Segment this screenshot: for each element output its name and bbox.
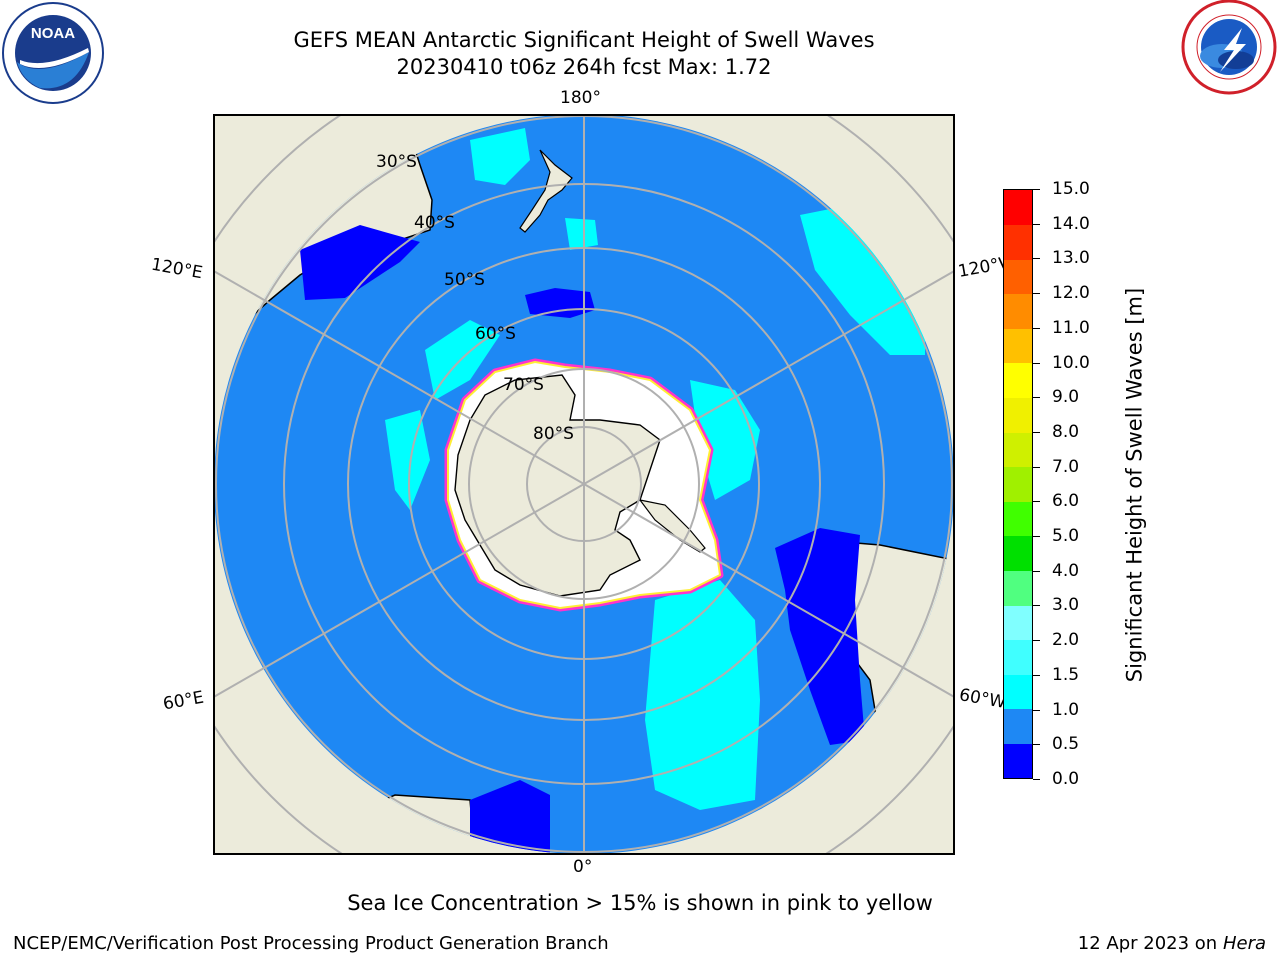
colorbar-tick-label: 9.0 [1052,387,1080,408]
colorbar-tick [1033,536,1040,538]
colorbar-segment [1004,328,1032,364]
colorbar-tick [1033,327,1040,329]
colorbar-segment [1004,362,1032,399]
colorbar-tick-label: 15.0 [1052,179,1090,199]
lon-label-0: 0° [573,857,593,877]
colorbar-tick-label: 2.0 [1052,630,1080,651]
colorbar-tick-label: 7.0 [1052,456,1080,477]
colorbar-tick-label: 14.0 [1052,213,1090,234]
sea-ice-footnote: Sea Ice Concentration > 15% is shown in … [347,891,933,915]
colorbar-tick [1033,744,1040,746]
colorbar-tick-label: 5.0 [1052,526,1080,547]
colorbar-tick-label: 0.5 [1052,734,1080,755]
colorbar-segment [1004,397,1032,433]
lat-label-80s: 80°S [533,424,574,444]
colorbar-tick [1033,674,1040,676]
colorbar-segment [1004,259,1032,295]
colorbar-segment [1004,535,1032,571]
run-date: 12 Apr 2023 on [1077,933,1218,954]
colorbar-tick [1033,362,1040,364]
colorbar-tick-label: 4.0 [1052,560,1080,581]
colorbar-segment [1004,674,1032,710]
colorbar-tick [1033,570,1040,572]
colorbar-tick-label: 12.0 [1052,283,1090,304]
colorbar-segment [1004,466,1032,502]
colorbar-tick [1033,709,1040,711]
colorbar-tick-label: 13.0 [1052,248,1090,269]
colorbar-tick-label: 8.0 [1052,421,1080,442]
lat-label-60s: 60°S [475,324,516,344]
map-frame [213,114,955,855]
colorbar-tick [1033,501,1040,503]
chart-subtitle: 20230410 t06z 264h fcst Max: 1.72 [396,55,772,79]
colorbar-tick [1033,258,1040,260]
nws-logo [1181,0,1277,95]
lat-label-70s: 70°S [503,375,544,395]
colorbar-segment [1004,432,1032,468]
colorbar-segment [1004,190,1032,226]
chart-title: GEFS MEAN Antarctic Significant Height o… [293,28,875,52]
colorbar-segment [1004,570,1032,606]
colorbar-segment [1004,708,1032,744]
colorbar-tick-label: 3.0 [1052,595,1080,616]
colorbar-segment [1004,224,1032,260]
colorbar-tick [1033,189,1040,190]
colorbar-segment [1004,501,1032,537]
run-date-credit: 12 Apr 2023 on Hera [1078,933,1266,954]
colorbar-segment [1004,639,1032,675]
colorbar-tick [1033,640,1040,642]
colorbar-tick-label: 11.0 [1052,317,1090,338]
colorbar-tick [1033,431,1040,433]
noaa-logo-text: NOAA [31,25,75,42]
graticule [214,115,954,854]
lon-label-180: 180° [560,88,601,108]
colorbar-tick-label: 0.0 [1052,769,1080,789]
colorbar-tick-label: 1.0 [1052,699,1080,720]
colorbar-tick [1033,466,1040,468]
lat-label-40s: 40°S [414,213,455,233]
colorbar-tick-label: 10.0 [1052,352,1090,373]
lat-label-30s: 30°S [376,152,417,172]
colorbar-segment [1004,743,1032,779]
colorbar-tick [1033,293,1040,295]
colorbar [1003,189,1033,779]
colorbar-tick-label: 6.0 [1052,491,1080,512]
colorbar-segment [1004,293,1032,329]
colorbar-segment [1004,605,1032,641]
noaa-logo: NOAA [2,2,104,104]
colorbar-title: Significant Height of Swell Waves [m] [1122,287,1147,683]
colorbar-tick [1033,779,1040,780]
colorbar-tick [1033,605,1040,607]
colorbar-tick [1033,223,1040,225]
colorbar-tick [1033,397,1040,399]
run-host: Hera [1222,933,1266,954]
producer-credit: NCEP/EMC/Verification Post Processing Pr… [13,933,609,954]
lat-label-50s: 50°S [444,270,485,290]
colorbar-tick-label: 1.5 [1052,664,1080,685]
